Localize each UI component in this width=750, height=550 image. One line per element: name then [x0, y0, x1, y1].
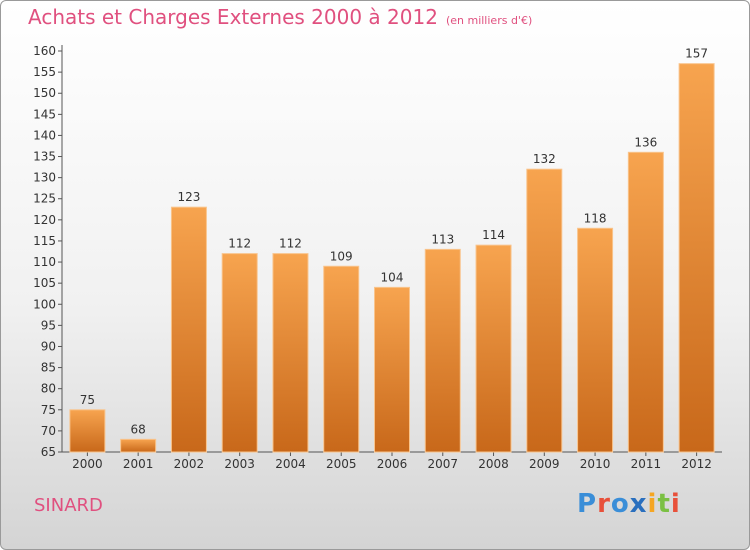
- x-tick-label: 2008: [478, 457, 509, 471]
- y-tick-label: 125: [33, 192, 56, 206]
- brand-letter: x: [629, 489, 648, 519]
- x-tick-label: 2006: [377, 457, 408, 471]
- y-tick-label: 140: [33, 128, 56, 142]
- y-tick-label: 150: [33, 86, 56, 100]
- x-tick-label: 2001: [123, 457, 154, 471]
- y-tick-label: 90: [41, 339, 56, 353]
- data-label: 136: [634, 135, 657, 149]
- bar: [475, 244, 512, 453]
- chart-title-text: Achats et Charges Externes 2000 à 2012: [28, 5, 438, 29]
- bar: [526, 168, 563, 453]
- x-tick-label: 2003: [224, 457, 255, 471]
- bar: [323, 265, 360, 453]
- y-axis: 65 70 75 80 85 90 95 100 105 110 115 120 125 130 135 14…: [33, 44, 63, 459]
- y-tick-label: 110: [33, 255, 56, 269]
- x-tick-label: 2004: [275, 457, 306, 471]
- y-tick-label: 120: [33, 213, 56, 227]
- x-tick-label: 2011: [631, 457, 662, 471]
- commune-name: SINARD: [34, 495, 103, 516]
- bar: [170, 206, 207, 453]
- bar: [221, 253, 258, 453]
- y-tick-label: 75: [41, 403, 56, 417]
- x-tick-label: 2010: [580, 457, 611, 471]
- y-tick-label: 85: [41, 361, 56, 375]
- bar: [120, 438, 157, 453]
- y-tick-label: 80: [41, 382, 56, 396]
- brand-letter: P: [577, 489, 598, 519]
- x-tick-label: 2007: [427, 457, 458, 471]
- brand-logo: Proxiti: [577, 489, 681, 519]
- data-label: 112: [228, 237, 251, 251]
- x-tick-label: 2000: [72, 457, 103, 471]
- bar: [627, 151, 664, 453]
- brand-letter: t: [657, 489, 671, 519]
- data-label: 157: [685, 47, 708, 61]
- x-tick-label: 2009: [529, 457, 560, 471]
- x-tick-label: 2012: [681, 457, 712, 471]
- brand-letter: i: [647, 489, 658, 519]
- data-label: 114: [482, 228, 505, 242]
- data-labels: 75 68 123 112 112 109 104 113 114 132 118 136 157: [80, 47, 708, 437]
- y-tick-label: 105: [33, 276, 56, 290]
- bar: [424, 248, 461, 453]
- data-label: 104: [381, 270, 404, 284]
- bar: [374, 286, 410, 453]
- bar: [69, 409, 106, 453]
- data-label: 112: [279, 237, 302, 251]
- x-tick-label: 2005: [326, 457, 357, 471]
- y-tick-label: 115: [33, 234, 56, 248]
- bar: [272, 253, 309, 453]
- y-tick-label: 130: [33, 171, 56, 185]
- data-label: 123: [177, 190, 200, 204]
- data-label: 109: [330, 249, 353, 263]
- brand-letter: i: [670, 489, 681, 519]
- data-label: 68: [131, 422, 146, 436]
- y-tick-label: 70: [41, 424, 56, 438]
- chart-subtitle: (en milliers d'€): [445, 14, 533, 27]
- x-axis: 2000 2001 2002 2003 2004 2005 2006 2007 2008 2009…: [62, 451, 722, 471]
- brand-letter: r: [597, 489, 611, 519]
- data-label: 132: [533, 152, 556, 166]
- y-tick-label: 145: [33, 107, 56, 121]
- chart-title: Achats et Charges Externes 2000 à 2012 (e…: [28, 5, 532, 29]
- y-tick-label: 65: [41, 445, 56, 459]
- data-label: 113: [431, 232, 454, 246]
- data-label: 75: [80, 393, 95, 407]
- x-tick-label: 2002: [174, 457, 205, 471]
- data-label: 118: [584, 211, 607, 225]
- y-tick-label: 135: [33, 150, 56, 164]
- brand-letter: o: [610, 489, 630, 519]
- bars: [69, 63, 715, 453]
- y-tick-label: 95: [41, 318, 56, 332]
- y-tick-label: 160: [33, 44, 56, 58]
- bar: [577, 227, 614, 453]
- bar: [678, 63, 715, 453]
- y-tick-label: 100: [33, 297, 56, 311]
- y-tick-label: 155: [33, 65, 56, 79]
